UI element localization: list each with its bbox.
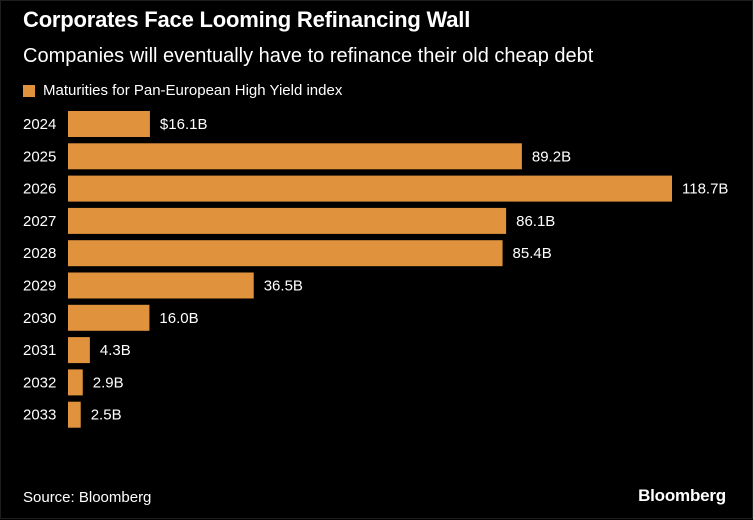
category-label-2027: 2027	[23, 213, 56, 230]
source-note: Source: Bloomberg	[23, 489, 152, 506]
bar-2033	[68, 401, 81, 428]
bloomberg-logo: Bloomberg	[638, 486, 726, 505]
bar-2030	[68, 304, 150, 331]
data-label-2033: 2.5B	[91, 407, 122, 424]
bar-2028	[68, 240, 503, 267]
legend-label: Maturities for Pan-European High Yield i…	[43, 82, 343, 99]
bar-2025	[68, 143, 522, 170]
data-label-2032: 2.9B	[93, 374, 124, 391]
bar-2024	[68, 111, 150, 137]
chart-subtitle: Companies will eventually have to refina…	[23, 45, 594, 67]
category-label-2033: 2033	[23, 407, 56, 424]
bar-2026	[68, 175, 672, 202]
data-label-2028: 85.4B	[513, 245, 552, 262]
category-label-2032: 2032	[23, 374, 56, 391]
bar-2031	[68, 337, 90, 364]
category-label-2030: 2030	[23, 310, 56, 327]
data-label-2024: $16.1B	[160, 116, 208, 133]
category-label-2026: 2026	[23, 181, 56, 198]
category-label-2029: 2029	[23, 278, 56, 295]
data-label-2030: 16.0B	[159, 310, 198, 327]
data-label-2027: 86.1B	[516, 213, 555, 230]
category-label-2028: 2028	[23, 245, 56, 262]
bar-2029	[68, 272, 254, 299]
chart-legend: Maturities for Pan-European High Yield i…	[23, 82, 342, 99]
bar-2032	[68, 369, 83, 396]
bar-2027	[68, 207, 507, 234]
data-label-2029: 36.5B	[264, 278, 303, 295]
category-label-2025: 2025	[23, 148, 56, 165]
data-label-2025: 89.2B	[532, 148, 571, 165]
chart-title: Corporates Face Looming Refinancing Wall	[23, 7, 471, 32]
data-label-2031: 4.3B	[100, 342, 131, 359]
legend-swatch	[23, 84, 35, 97]
category-label-2031: 2031	[23, 342, 56, 359]
category-label-2024: 2024	[23, 116, 56, 133]
data-label-2026: 118.7B	[682, 181, 728, 198]
